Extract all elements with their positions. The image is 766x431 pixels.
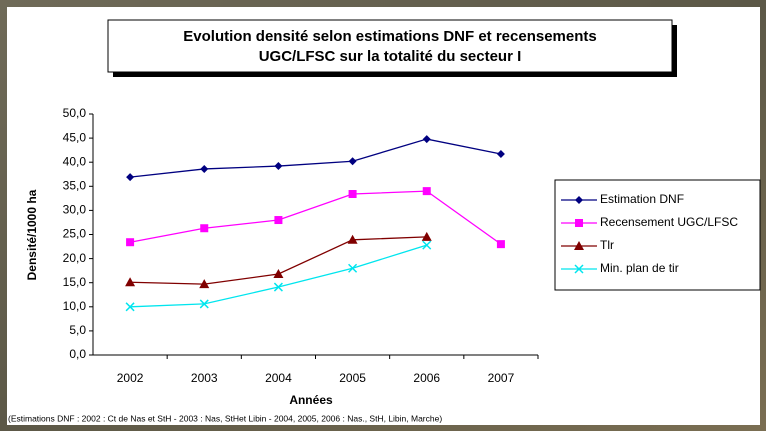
- marker: [200, 224, 209, 233]
- y-tick-label: 40,0: [63, 154, 87, 168]
- legend-label: Min. plan de tir: [600, 261, 679, 275]
- marker: [125, 277, 136, 287]
- marker: [274, 216, 283, 225]
- legend-marker: [574, 264, 584, 274]
- y-tick-label: 30,0: [63, 203, 87, 217]
- marker: [126, 173, 135, 182]
- x-tick-label: 2002: [117, 371, 144, 385]
- chart-title: UGC/LFSC sur la totalité du secteur I: [259, 48, 522, 65]
- x-tick-label: 2004: [265, 371, 292, 385]
- marker: [421, 231, 432, 241]
- footnote: (Estimations DNF : 2002 : Ct de Nas et S…: [8, 413, 442, 423]
- legend-label: Recensement UGC/LFSC: [600, 215, 738, 229]
- marker: [125, 302, 135, 312]
- marker: [274, 162, 283, 171]
- y-tick-label: 10,0: [63, 299, 87, 313]
- y-tick-label: 20,0: [63, 251, 87, 265]
- x-tick-label: 2007: [488, 371, 515, 385]
- x-tick-label: 2003: [191, 371, 218, 385]
- marker: [348, 157, 357, 166]
- y-tick-label: 50,0: [63, 106, 87, 120]
- legend-box: [554, 179, 761, 291]
- y-axis-label: Densité/1000 ha: [25, 189, 39, 280]
- y-tick-label: 5,0: [69, 323, 86, 337]
- legend-marker: [575, 219, 583, 227]
- series-line: [129, 190, 502, 245]
- legend-marker: [575, 196, 583, 204]
- marker: [348, 190, 357, 199]
- legend-label: Estimation DNF: [600, 192, 684, 206]
- marker: [422, 187, 431, 196]
- y-tick-label: 0,0: [69, 347, 86, 361]
- marker: [200, 164, 209, 173]
- marker: [496, 150, 505, 159]
- marker: [496, 240, 505, 249]
- y-tick-label: 35,0: [63, 178, 87, 192]
- marker: [273, 269, 284, 279]
- marker: [126, 238, 135, 247]
- marker: [273, 282, 283, 292]
- y-tick-label: 25,0: [63, 227, 87, 241]
- x-tick-label: 2006: [413, 371, 440, 385]
- y-tick-label: 15,0: [63, 275, 87, 289]
- legend-label: Tlr: [600, 238, 614, 252]
- y-tick-label: 45,0: [63, 130, 87, 144]
- marker: [199, 279, 210, 289]
- marker: [422, 240, 432, 250]
- legend-marker: [574, 241, 584, 250]
- marker: [347, 234, 358, 244]
- marker: [348, 263, 358, 273]
- title-box: [107, 19, 673, 73]
- chart-title: Evolution densité selon estimations DNF …: [183, 28, 596, 45]
- marker: [199, 299, 209, 309]
- marker: [422, 135, 431, 144]
- series-line: [130, 138, 502, 178]
- x-tick-label: 2005: [339, 371, 366, 385]
- x-axis-label: Années: [289, 393, 333, 407]
